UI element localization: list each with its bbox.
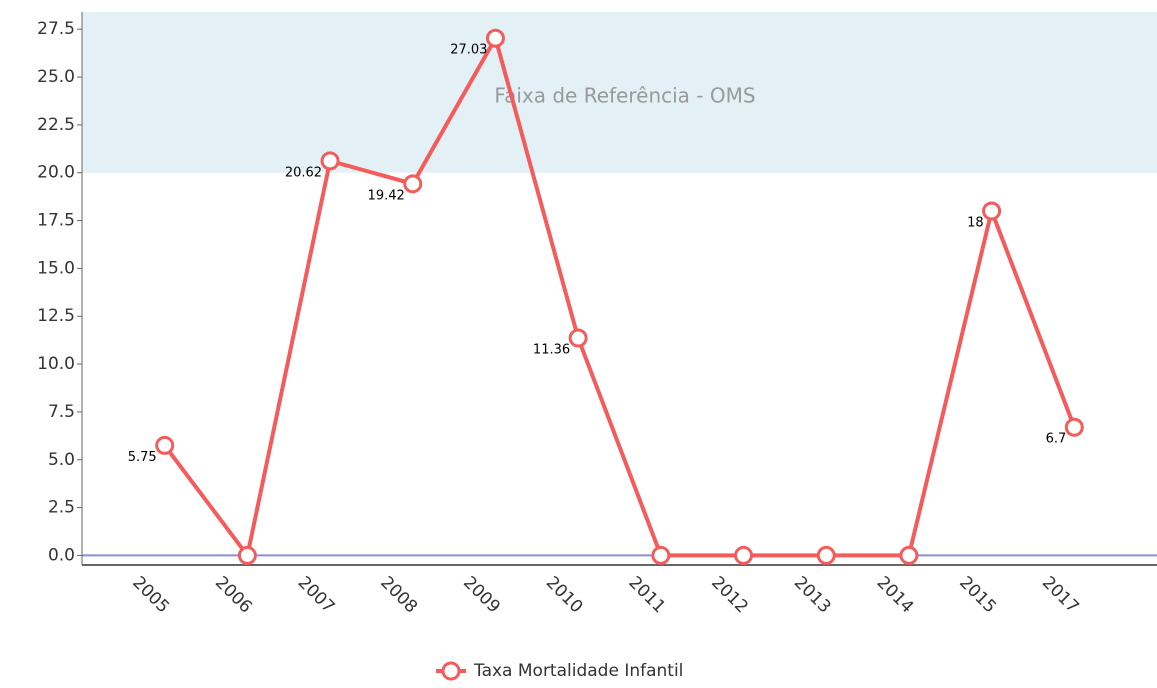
y-tick-label: 12.5 <box>37 306 75 326</box>
data-label: 20.62 <box>285 165 322 180</box>
y-tick-label: 15.0 <box>37 258 75 278</box>
point <box>403 174 423 194</box>
y-tick-label: 0.0 <box>48 545 75 565</box>
data-label: 11.36 <box>533 343 570 358</box>
point <box>734 545 754 565</box>
point <box>237 545 257 565</box>
x-tick-label: 2010 <box>542 573 587 618</box>
x-tick-label: 2005 <box>128 573 173 618</box>
y-tick-label: 27.5 <box>37 19 75 39</box>
point <box>651 545 671 565</box>
x-tick-label: 2017 <box>1038 573 1083 618</box>
point <box>982 201 1002 221</box>
x-tick-label: 2008 <box>376 573 421 618</box>
reference-band <box>82 12 1157 173</box>
x-tick-label: 2009 <box>459 573 504 618</box>
point <box>568 328 588 348</box>
y-tick-label: 25.0 <box>37 67 75 87</box>
x-tick-label: 2006 <box>211 573 256 618</box>
x-tick-label: 2007 <box>294 573 339 618</box>
y-tick-label: 17.5 <box>37 211 75 231</box>
y-tick-label: 20.0 <box>37 163 75 183</box>
point <box>320 151 340 171</box>
point <box>485 28 505 48</box>
legend-symbol <box>441 661 461 681</box>
band-label: Faixa de Referência - OMS <box>494 84 755 108</box>
data-label: 6.7 <box>1046 432 1067 447</box>
legend-label: Taxa Mortalidade Infantil <box>473 661 683 681</box>
point <box>816 545 836 565</box>
series-line <box>163 36 1077 558</box>
point <box>899 545 919 565</box>
y-tick-label: 2.5 <box>48 498 75 518</box>
data-label: 5.75 <box>128 450 157 465</box>
x-tick-label: 2013 <box>790 573 835 618</box>
x-tick-label: 2015 <box>955 573 1000 618</box>
data-label: 27.03 <box>450 43 487 58</box>
data-label: 18 <box>967 216 984 231</box>
x-tick-label: 2012 <box>707 573 752 618</box>
y-tick-label: 5.0 <box>48 450 75 470</box>
y-tick-label: 10.0 <box>37 354 75 374</box>
y-tick-label: 7.5 <box>48 402 75 422</box>
x-tick-label: 2011 <box>624 573 669 618</box>
point <box>1064 417 1084 437</box>
data-label: 19.42 <box>368 188 405 203</box>
y-tick-label: 22.5 <box>37 115 75 135</box>
point <box>155 435 175 455</box>
x-tick-label: 2014 <box>873 573 918 618</box>
